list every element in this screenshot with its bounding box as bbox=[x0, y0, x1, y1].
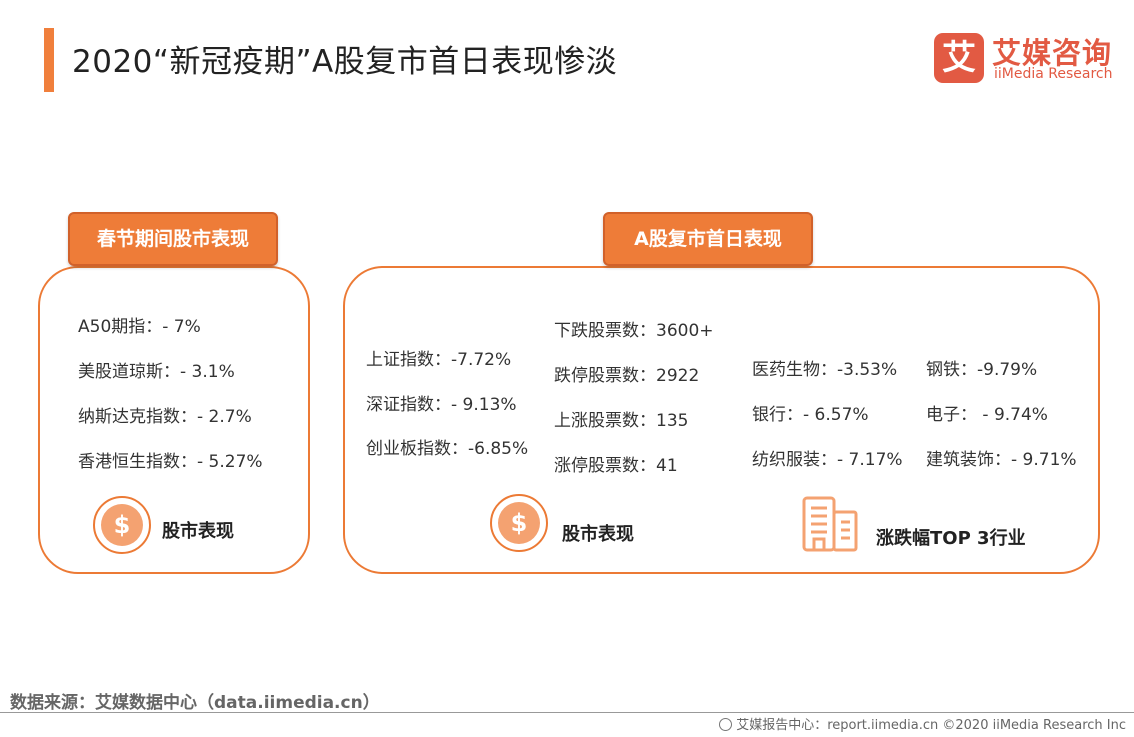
brand-name-en: iiMedia Research bbox=[994, 66, 1113, 82]
industry-pharma: 医药生物：-3.53% bbox=[752, 360, 898, 380]
left-caption: 股市表现 bbox=[162, 521, 234, 542]
index-shenzhen: 深证指数：- 9.13% bbox=[366, 395, 517, 415]
building-icon bbox=[802, 496, 858, 552]
left-item-dow: 美股道琼斯：- 3.1% bbox=[78, 362, 235, 382]
left-item-a50: A50期指：- 7% bbox=[78, 317, 201, 337]
count-falling: 下跌股票数：3600+ bbox=[554, 321, 714, 341]
industry-construction: 建筑装饰：- 9.71% bbox=[926, 450, 1077, 470]
industry-bank: 银行：- 6.57% bbox=[752, 405, 869, 425]
brand-name-cn: 艾媒咨询 bbox=[992, 36, 1113, 70]
a-share-reopen-tab: A股复市首日表现 bbox=[603, 212, 813, 266]
count-limit-down: 跌停股票数：2922 bbox=[554, 366, 700, 386]
footer-text: 艾媒报告中心：report.iimedia.cn ©2020 iiMedia R… bbox=[736, 718, 1126, 733]
industry-steel: 钢铁：-9.79% bbox=[926, 360, 1038, 380]
footer-credit: 艾媒报告中心：report.iimedia.cn ©2020 iiMedia R… bbox=[719, 714, 1126, 733]
count-limit-up: 涨停股票数：41 bbox=[554, 456, 678, 476]
brand-logo-icon: 艾 bbox=[934, 33, 984, 83]
footer-divider bbox=[0, 712, 1134, 713]
dollar-coin-icon: $ bbox=[93, 496, 151, 554]
industry-electronics: 电子： - 9.74% bbox=[926, 405, 1048, 425]
dollar-coin-icon: $ bbox=[490, 494, 548, 552]
spring-festival-panel bbox=[38, 266, 310, 574]
index-chinext: 创业板指数：-6.85% bbox=[366, 439, 529, 459]
index-shanghai: 上证指数：-7.72% bbox=[366, 350, 512, 370]
page-title: 2020“新冠疫期”A股复市首日表现惨淡 bbox=[72, 44, 618, 80]
right-caption-market: 股市表现 bbox=[562, 524, 634, 545]
a-share-reopen-panel bbox=[343, 266, 1100, 574]
globe-icon bbox=[719, 718, 733, 731]
count-rising: 上涨股票数：135 bbox=[554, 411, 689, 431]
title-accent-bar bbox=[44, 28, 54, 92]
left-item-hangseng: 香港恒生指数：- 5.27% bbox=[78, 452, 263, 472]
left-item-nasdaq: 纳斯达克指数：- 2.7% bbox=[78, 407, 252, 427]
industry-textile: 纺织服装：- 7.17% bbox=[752, 450, 903, 470]
right-caption-industry: 涨跌幅TOP 3行业 bbox=[876, 528, 1026, 549]
data-source: 数据来源：艾媒数据中心（data.iimedia.cn） bbox=[10, 693, 380, 713]
spring-festival-tab: 春节期间股市表现 bbox=[68, 212, 278, 266]
